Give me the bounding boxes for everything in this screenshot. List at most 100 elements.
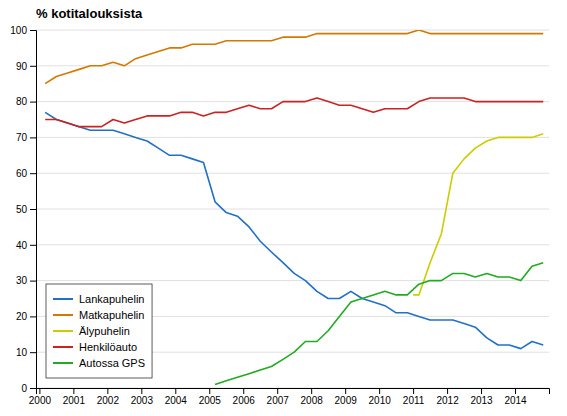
series-line	[45, 112, 543, 348]
series-group	[45, 30, 543, 384]
tick-label: 2009	[335, 395, 358, 406]
tick-mark	[30, 173, 36, 174]
legend-frame	[46, 284, 152, 378]
tick-mark	[345, 388, 346, 394]
tick-mark	[243, 388, 244, 394]
tick-label: 2006	[233, 395, 256, 406]
tick: 2003	[131, 388, 154, 406]
tick-label: 0	[21, 383, 27, 394]
title: % kotitalouksista	[36, 6, 143, 21]
tick-label: 2011	[403, 395, 425, 406]
tick-label: 20	[16, 311, 28, 322]
tick-mark	[141, 388, 142, 394]
tick-mark	[30, 66, 36, 67]
tick: 10	[16, 347, 36, 358]
grid-line	[36, 173, 549, 174]
chart: 2000200120022003200420052006200720082009…	[0, 0, 567, 416]
legend-entry: Älypuhelin	[53, 325, 130, 337]
tick-label: 2010	[369, 395, 392, 406]
grid-line	[36, 209, 549, 210]
grid-line	[36, 65, 549, 66]
tick-label: 100	[10, 25, 27, 36]
legend-entry: Lankapuhelin	[53, 293, 144, 305]
tick: 0	[21, 383, 36, 394]
tick: 80	[16, 96, 36, 107]
tick-mark	[481, 388, 482, 394]
tick-label: 50	[16, 204, 28, 215]
tick: 2010	[369, 388, 392, 406]
tick-label: 30	[16, 275, 28, 286]
tick-mark	[30, 281, 36, 282]
grid-line	[36, 280, 549, 281]
tick-mark	[39, 388, 40, 394]
tick-mark	[515, 388, 516, 394]
legend: LankapuhelinMatkapuhelinÄlypuhelinHenkil…	[46, 284, 152, 378]
tick: 60	[16, 168, 36, 179]
legend-entry: Matkapuhelin	[53, 309, 144, 321]
tick: 2009	[335, 388, 358, 406]
y-axis: 0 10 20 30 40 50 60 70 80 90 100	[10, 25, 36, 394]
legend-swatch	[53, 362, 73, 364]
tick-label: 2012	[436, 395, 459, 406]
x-axis: 2000200120022003200420052006200720082009…	[29, 388, 550, 406]
legend-label: Autossa GPS	[79, 357, 145, 369]
tick-label: 2000	[29, 395, 52, 406]
tick: 2000	[29, 388, 52, 406]
grid-line	[36, 30, 549, 31]
tick-mark	[447, 388, 448, 394]
tick-label: 2004	[165, 395, 188, 406]
tick-mark	[311, 388, 312, 394]
tick: 2012	[436, 388, 459, 406]
tick-label: 2007	[267, 395, 290, 406]
tick-mark	[209, 388, 210, 394]
tick: 20	[16, 311, 36, 322]
series-line	[45, 98, 543, 127]
tick-mark	[175, 388, 176, 394]
legend-label: Lankapuhelin	[79, 293, 144, 305]
tick: 50	[16, 204, 36, 215]
tick: 40	[16, 240, 36, 251]
tick-mark	[413, 388, 414, 394]
tick-label: 90	[16, 61, 28, 72]
plot: 2000200120022003200420052006200720082009…	[10, 25, 549, 406]
tick-mark	[30, 245, 36, 246]
tick: 2013	[470, 388, 493, 406]
tick-mark	[30, 137, 36, 138]
legend-label: Älypuhelin	[79, 325, 130, 337]
axis-domain	[37, 389, 550, 395]
legend-swatch	[53, 330, 73, 332]
legend-swatch	[53, 314, 73, 316]
tick: 30	[16, 275, 36, 286]
tick-mark	[73, 388, 74, 394]
tick: 2011	[403, 388, 425, 406]
tick: 70	[16, 132, 36, 143]
tick-mark	[30, 209, 36, 210]
tick-mark	[30, 352, 36, 353]
legend-swatch	[53, 346, 73, 348]
grid-line	[36, 137, 549, 138]
tick: 90	[16, 61, 36, 72]
tick-label: 60	[16, 168, 28, 179]
tick-mark	[30, 316, 36, 317]
series-line	[413, 134, 543, 295]
series-line	[45, 30, 543, 84]
tick-mark	[107, 388, 108, 394]
tick-label: 2014	[504, 395, 527, 406]
grid-line	[36, 244, 549, 245]
tick-label: 80	[16, 96, 28, 107]
grid	[36, 30, 549, 388]
tick-label: 2013	[470, 395, 493, 406]
tick-label: 70	[16, 132, 28, 143]
tick-label: 2002	[97, 395, 120, 406]
tick-label: 2008	[301, 395, 324, 406]
tick: 2002	[97, 388, 120, 406]
tick-mark	[379, 388, 380, 394]
legend-swatch	[53, 298, 73, 300]
tick: 2005	[199, 388, 222, 406]
legend-label: Matkapuhelin	[79, 309, 144, 321]
axis-domain	[30, 31, 37, 389]
tick: 2014	[504, 388, 527, 406]
legend-entry: Autossa GPS	[53, 357, 145, 369]
tick-mark	[30, 388, 36, 389]
tick: 2007	[267, 388, 290, 406]
